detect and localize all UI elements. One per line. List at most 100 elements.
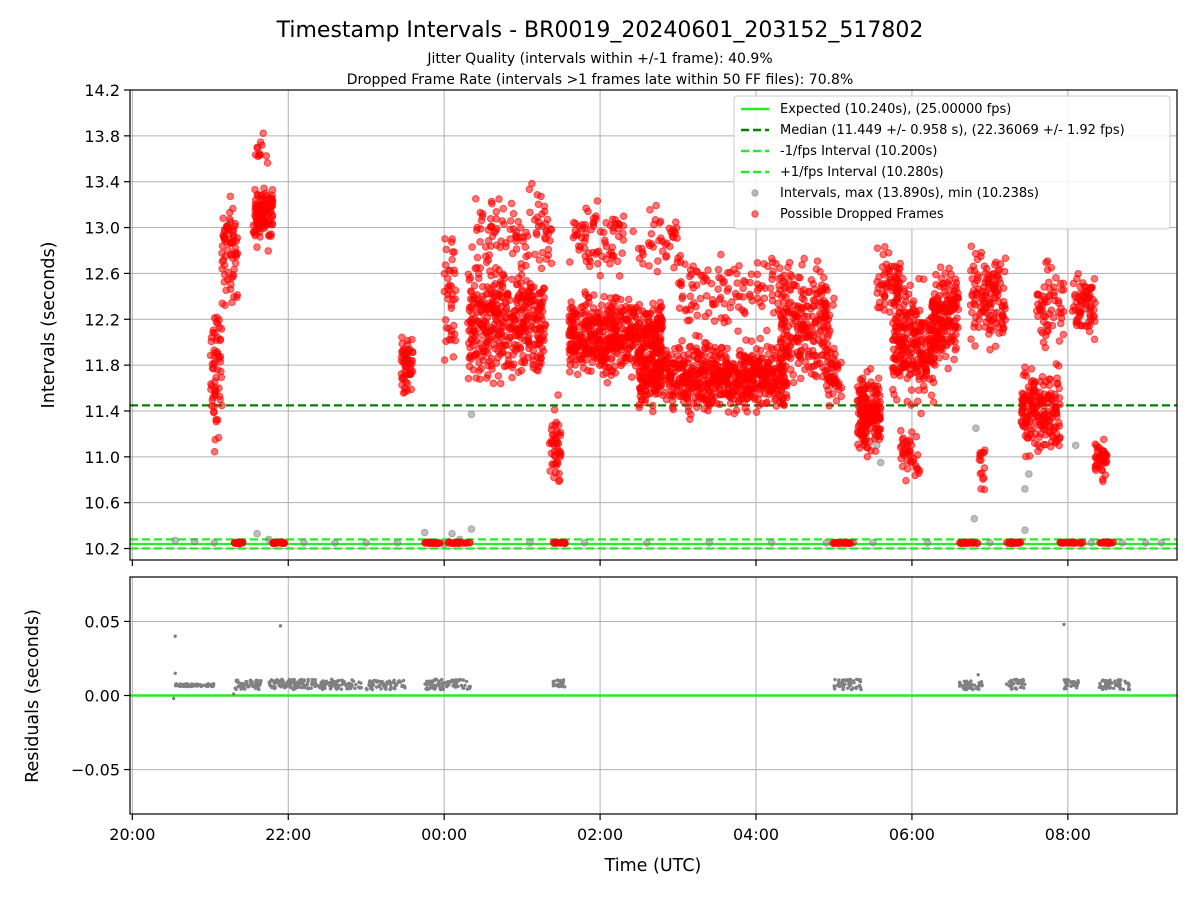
residuals-panel: 0.050.00−0.05 20:00 22:00 00:00 02:00 04:00 0… [23,576,1178,876]
dropped-frame-point [594,315,603,324]
dropped-frame-point [733,279,741,287]
residual-point [1127,687,1132,692]
residual-point [1014,687,1019,691]
dropped-frame-point [836,538,845,547]
dropped-frame-point [448,235,456,243]
dropped-frame-point [547,259,556,268]
dropped-frame-point [684,383,692,392]
dropped-frame-point [860,418,868,427]
dropped-frame-point [1047,263,1056,272]
dropped-frame-point [573,370,582,379]
dropped-frame-point [483,283,492,291]
dropped-frame-point [902,297,910,306]
dropped-frame-point [658,323,667,331]
residual-point [454,685,458,689]
dropped-frame-point [517,259,526,268]
residual-point [282,683,286,687]
dropped-frame-point [252,204,261,213]
interval-point [190,537,199,546]
dropped-frame-point [717,274,726,283]
dropped-frame-point [743,408,751,416]
dropped-frame-point [496,280,504,289]
dropped-frame-point [902,476,910,485]
interval-point [467,410,476,419]
dropped-frame-point [653,257,662,265]
dropped-frame-point [876,281,885,289]
interval-point [986,539,994,547]
dropped-frame-point [896,341,904,350]
residual-point [184,683,189,688]
dropped-frame-point [820,326,829,335]
residual-point [425,683,429,687]
dropped-frame-point [855,386,863,394]
dropped-frame-point [215,316,224,324]
dropped-frame-point [1054,297,1063,305]
dropped-frame-point [1067,538,1076,547]
dropped-frame-point [789,370,797,379]
dropped-frame-point [220,226,229,235]
dropped-frame-point [767,254,776,263]
dropped-frame-point [476,224,485,233]
dropped-frame-point [512,280,521,289]
dropped-frame-point [904,450,913,458]
dropped-frame-point [917,409,925,418]
residual-point [384,687,388,691]
residual-point [859,687,863,692]
residual-point [328,686,333,691]
dropped-frame-point [253,212,262,221]
dropped-frame-point [747,384,756,393]
dropped-frame-point [826,348,835,357]
dropped-frame-point [493,307,502,316]
dropped-frame-point [903,397,912,406]
x-tick-label: 04:00 [733,825,779,844]
residual-point [310,680,314,684]
dropped-frame-point [900,285,908,293]
dropped-frame-point [267,230,275,238]
dropped-frame-point [878,263,887,271]
dropped-frame-point [1035,433,1044,441]
dropped-frame-point [611,293,620,302]
dropped-frame-point [708,395,717,404]
residual-point [854,686,858,691]
dropped-frame-point [471,352,480,360]
dropped-frame-point [794,273,803,282]
residual-point [969,685,973,690]
residual-point [367,683,371,688]
residual-point [258,681,263,686]
dropped-frame-point [537,336,546,345]
dropped-frame-point [488,232,497,241]
dropped-frame-point [529,360,537,369]
interval-point [1021,526,1029,534]
y-tick-label: 11.4 [84,402,120,421]
y-tick-label: 13.0 [84,219,120,238]
dropped-frame-point [710,317,719,325]
dropped-frame-point [519,304,528,312]
dropped-frame-point [951,337,959,346]
dropped-frame-point [903,374,912,383]
dropped-frame-point [268,186,277,194]
dropped-frame-point [890,363,898,372]
residual-point [961,685,965,690]
residual-point [1107,685,1112,689]
dropped-frame-point [722,374,731,383]
dropped-frame-point [929,378,938,387]
dropped-frame-point [725,392,733,400]
residual-point [336,686,340,690]
dropped-frame-point [489,379,498,388]
residual-point [392,681,396,685]
dropped-frame-point [617,303,626,312]
dropped-frame-point [1035,394,1044,402]
dropped-frame-point [763,326,771,335]
residual-point [315,683,320,688]
dropped-frame-point [892,350,900,359]
dropped-frame-point [800,295,808,304]
x-tick-label: 06:00 [889,825,935,844]
interval-point [822,539,830,547]
dropped-frame-point [992,319,1001,328]
dropped-frame-point [657,361,666,370]
legend-label-dropped: Possible Dropped Frames [780,207,944,222]
dropped-frame-point [686,292,695,301]
dropped-frame-point [505,323,514,332]
residual-point [445,684,449,689]
dropped-frame-point [862,399,871,407]
